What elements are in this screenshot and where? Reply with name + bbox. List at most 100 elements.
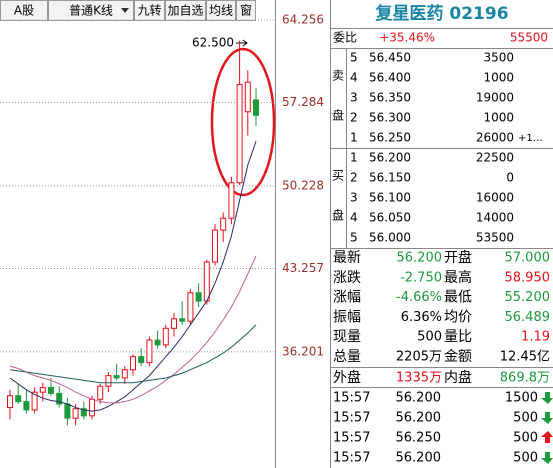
candle-body — [31, 391, 38, 411]
toolbar-label[interactable]: A股 — [14, 4, 34, 18]
candle-body — [228, 182, 235, 219]
candle-body — [212, 229, 218, 263]
y-tick-label: 57.284 — [282, 95, 324, 109]
trade-price: 56.250 — [396, 431, 442, 446]
volume: 1000 — [483, 111, 514, 125]
price: 56.000 — [369, 231, 411, 245]
stat-label: 最高 — [444, 269, 472, 286]
weibi-label: 委比 — [333, 31, 357, 45]
moving-average — [9, 141, 257, 412]
dropdown-arrow — [121, 8, 129, 13]
toolbar-button[interactable] — [206, 0, 236, 21]
stat-label: 最低 — [444, 290, 472, 306]
trade-volume: 500 — [513, 431, 538, 446]
stat-value: 6.36% — [401, 310, 442, 325]
toolbar-button[interactable] — [165, 0, 206, 21]
toolbar-label[interactable]: 加自选 — [167, 4, 203, 18]
stat-value: -4.66% — [396, 290, 442, 305]
side-label: 买 — [332, 169, 344, 183]
level: 5 — [350, 51, 358, 65]
y-tick-label: 43.257 — [282, 261, 324, 275]
stat-label: 量比 — [444, 329, 472, 345]
stat-value: 56.200 — [397, 251, 443, 266]
candle-body — [154, 339, 161, 346]
price: 56.150 — [369, 171, 411, 185]
price: 56.050 — [369, 211, 411, 225]
moving-average — [9, 255, 257, 404]
candle-body — [130, 356, 136, 371]
level: 2 — [350, 111, 358, 125]
stock-title: 复星医药 02196 — [374, 3, 508, 24]
stat-value: 1335万 — [396, 371, 442, 386]
candle-body — [89, 398, 95, 417]
stat-label: 最新 — [333, 250, 361, 266]
candle-body — [56, 392, 63, 405]
volume: 1000 — [483, 71, 514, 85]
toolbar-label[interactable]: 普通K线 — [69, 4, 113, 18]
trade-time: 15:57 — [333, 431, 370, 446]
toolbar-button[interactable] — [134, 0, 165, 21]
level: 4 — [350, 211, 358, 225]
candle-body — [203, 261, 210, 302]
y-tick-label: 36.201 — [282, 344, 324, 358]
candle-body — [121, 369, 128, 379]
side-label: 盘 — [332, 208, 344, 223]
stat-value: 869.8万 — [500, 371, 550, 386]
candle-body — [105, 375, 112, 387]
trade-price: 56.200 — [396, 411, 442, 426]
toolbar-label[interactable]: 窗 — [240, 4, 252, 18]
moving-average — [9, 324, 257, 384]
candle-body — [48, 386, 54, 394]
y-tick-label: 50.228 — [282, 178, 324, 192]
toolbar-label[interactable]: 均线 — [209, 4, 233, 18]
trade-arrow — [541, 412, 553, 424]
candle-body — [23, 401, 30, 411]
stat-value: 55.200 — [505, 290, 551, 305]
side-label: 卖 — [332, 69, 344, 83]
candle-body — [236, 84, 243, 184]
stat-value: 1.19 — [521, 330, 550, 345]
weibi-pct: +35.46% — [379, 31, 435, 45]
trade-arrow — [541, 452, 553, 464]
level: 4 — [350, 71, 358, 85]
y-tick-label: 64.256 — [282, 13, 324, 27]
stat-label: 内盘 — [444, 369, 472, 386]
stat-label: 均价 — [444, 309, 472, 325]
highlight-ellipse — [210, 47, 276, 197]
candle-body — [138, 356, 145, 364]
candle-body — [162, 327, 169, 346]
level: 1 — [350, 151, 358, 165]
price: 56.450 — [369, 51, 411, 65]
stat-label: 外盘 — [333, 369, 361, 386]
stat-value: 2205万 — [396, 350, 442, 365]
candle-body — [15, 395, 22, 403]
level: 3 — [350, 191, 358, 205]
candle-body — [39, 386, 46, 393]
trade-time: 15:57 — [333, 451, 370, 466]
volume: 26000 — [476, 131, 514, 145]
candle-body — [171, 318, 177, 329]
annotation-arrowhead — [242, 39, 248, 47]
level: 2 — [350, 171, 358, 185]
weibi-volume: 55500 — [510, 31, 548, 45]
stat-label: 总量 — [333, 349, 361, 365]
stat-label: 开盘 — [444, 249, 472, 266]
trade-arrow — [541, 431, 553, 443]
price: 56.100 — [369, 191, 411, 205]
trade-price: 56.200 — [396, 451, 442, 466]
trade-volume: 1500 — [505, 391, 538, 406]
level: 5 — [350, 231, 358, 245]
candle-body — [244, 81, 251, 113]
level: 3 — [350, 91, 358, 105]
trade-price: 56.200 — [396, 391, 442, 406]
stat-value: 58.950 — [505, 270, 551, 285]
candle-body — [80, 408, 87, 417]
side-label: 盘 — [332, 108, 344, 123]
candle-body — [113, 375, 120, 379]
candle-body — [72, 408, 79, 419]
toolbar-label[interactable]: 九转 — [137, 3, 161, 18]
price: 56.200 — [369, 151, 411, 165]
volume: 53500 — [476, 231, 514, 245]
